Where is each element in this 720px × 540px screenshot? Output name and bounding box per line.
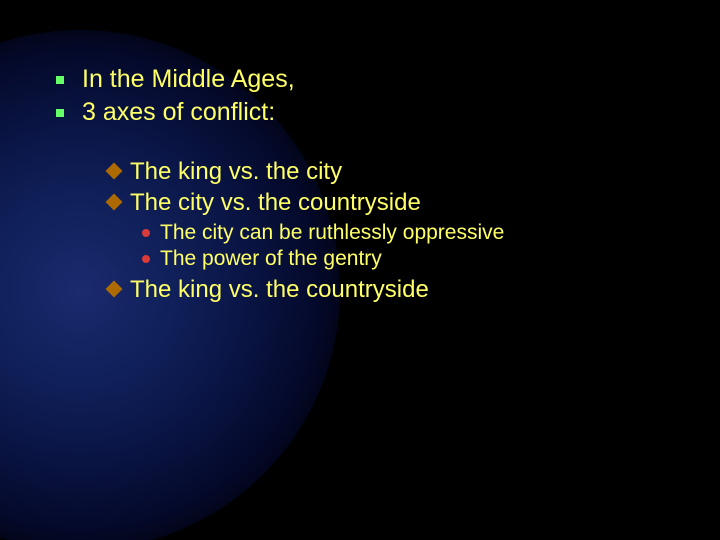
dot-bullet-icon <box>142 255 150 263</box>
l2-text: The city vs. the countryside <box>130 188 421 218</box>
l3-text: The city can be ruthlessly oppressive <box>160 220 504 247</box>
bullet-l1: 3 axes of conflict: <box>56 97 680 128</box>
bullet-l2: The king vs. the city <box>108 157 680 187</box>
square-bullet-icon <box>56 76 64 84</box>
diamond-bullet-icon <box>106 281 123 298</box>
sub-list: The king vs. the city The city vs. the c… <box>108 157 680 306</box>
square-bullet-icon <box>56 109 64 117</box>
bullet-l3: The city can be ruthlessly oppressive <box>142 220 680 247</box>
l1-text: 3 axes of conflict: <box>82 97 275 128</box>
bullet-l2: The king vs. the countryside <box>108 275 680 305</box>
diamond-bullet-icon <box>106 193 123 210</box>
l2-text: The king vs. the countryside <box>130 275 429 305</box>
bullet-l1: In the Middle Ages, <box>56 64 680 95</box>
dot-bullet-icon <box>142 229 150 237</box>
l3-text: The power of the gentry <box>160 246 382 273</box>
diamond-bullet-icon <box>106 162 123 179</box>
l1-text: In the Middle Ages, <box>82 64 295 95</box>
bullet-l3: The power of the gentry <box>142 246 680 273</box>
bullet-l2: The city vs. the countryside <box>108 188 680 218</box>
l2-text: The king vs. the city <box>130 157 342 187</box>
sub-sub-list: The city can be ruthlessly oppressive Th… <box>142 220 680 274</box>
slide-content: In the Middle Ages, 3 axes of conflict: … <box>56 64 680 306</box>
